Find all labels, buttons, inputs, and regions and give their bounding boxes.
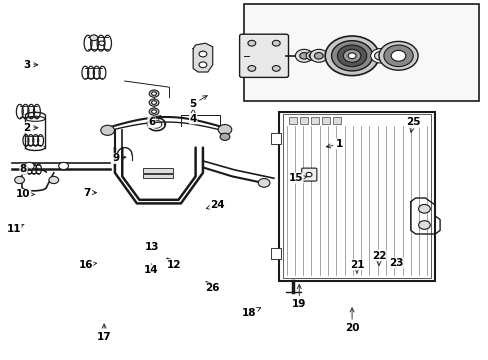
- Circle shape: [325, 36, 378, 76]
- Circle shape: [59, 162, 68, 170]
- Bar: [289, 117, 297, 124]
- Circle shape: [347, 53, 355, 59]
- Circle shape: [337, 45, 366, 67]
- FancyBboxPatch shape: [239, 34, 288, 77]
- Text: 7: 7: [83, 188, 96, 198]
- Circle shape: [149, 90, 159, 97]
- Text: 9: 9: [113, 153, 125, 163]
- Circle shape: [149, 99, 159, 106]
- Text: 10: 10: [16, 189, 34, 199]
- Circle shape: [383, 45, 412, 67]
- Circle shape: [418, 221, 429, 229]
- Bar: [271, 248, 281, 259]
- Circle shape: [258, 179, 269, 187]
- Circle shape: [15, 176, 24, 184]
- Circle shape: [308, 54, 314, 58]
- Text: 4: 4: [189, 109, 197, 124]
- Text: 16: 16: [78, 260, 97, 270]
- Circle shape: [199, 62, 206, 68]
- Bar: [333, 117, 341, 124]
- Circle shape: [101, 125, 114, 135]
- Circle shape: [149, 108, 159, 115]
- Text: 20: 20: [344, 308, 359, 333]
- Circle shape: [247, 66, 255, 71]
- Bar: [143, 174, 172, 178]
- Text: 21: 21: [349, 260, 364, 273]
- Text: 11: 11: [6, 224, 24, 234]
- Bar: [143, 168, 172, 173]
- Circle shape: [199, 51, 206, 57]
- Circle shape: [390, 50, 405, 61]
- Circle shape: [24, 162, 34, 170]
- Circle shape: [151, 101, 156, 104]
- Circle shape: [314, 53, 323, 59]
- Text: 14: 14: [144, 264, 159, 275]
- Circle shape: [99, 41, 104, 45]
- Text: 5: 5: [189, 96, 207, 109]
- Text: 24: 24: [206, 200, 224, 210]
- Text: 3: 3: [23, 60, 38, 70]
- Circle shape: [220, 133, 229, 140]
- Circle shape: [370, 49, 389, 63]
- Bar: [244, 4, 478, 101]
- Bar: [300, 117, 307, 124]
- FancyBboxPatch shape: [301, 168, 316, 181]
- Text: 12: 12: [166, 258, 181, 270]
- Circle shape: [295, 49, 312, 62]
- Bar: [282, 114, 430, 278]
- Bar: [271, 133, 281, 144]
- Text: 26: 26: [205, 282, 220, 293]
- Text: 1: 1: [325, 139, 343, 149]
- Circle shape: [247, 40, 255, 46]
- Text: 8: 8: [20, 164, 31, 174]
- Circle shape: [305, 172, 311, 177]
- Text: 6: 6: [148, 116, 161, 127]
- Circle shape: [151, 110, 156, 113]
- Circle shape: [151, 92, 156, 95]
- Circle shape: [418, 204, 429, 213]
- Bar: [311, 117, 319, 124]
- Text: 2: 2: [23, 123, 38, 133]
- Circle shape: [272, 66, 280, 71]
- Text: 18: 18: [242, 307, 260, 318]
- Circle shape: [305, 51, 317, 60]
- Text: 25: 25: [405, 117, 420, 132]
- Bar: [322, 117, 330, 124]
- Text: 13: 13: [144, 242, 159, 252]
- Circle shape: [299, 53, 308, 59]
- Polygon shape: [193, 43, 212, 72]
- Text: 23: 23: [388, 258, 403, 268]
- Text: 15: 15: [288, 173, 306, 183]
- Text: 22: 22: [371, 251, 386, 265]
- Text: 19: 19: [291, 284, 306, 309]
- Bar: [278, 112, 434, 281]
- Circle shape: [343, 49, 360, 62]
- Text: 17: 17: [97, 324, 111, 342]
- Circle shape: [272, 40, 280, 46]
- Circle shape: [331, 41, 372, 71]
- Circle shape: [378, 41, 417, 70]
- Circle shape: [218, 125, 231, 135]
- Circle shape: [49, 176, 59, 184]
- Circle shape: [309, 49, 327, 62]
- Circle shape: [374, 51, 386, 60]
- Circle shape: [90, 35, 98, 41]
